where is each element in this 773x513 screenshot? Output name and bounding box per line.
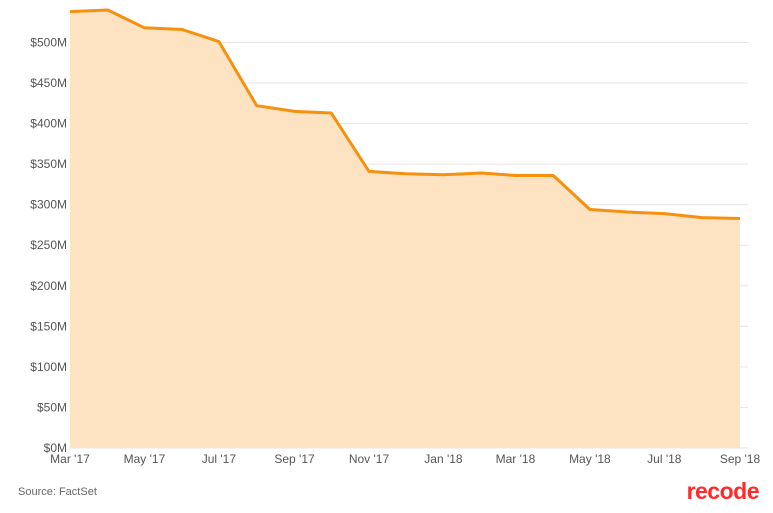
area-fill [70,10,740,448]
y-tick-label: $350M [30,157,67,171]
y-tick-label: $100M [30,360,67,374]
x-tick-label: Jul '17 [202,452,237,466]
x-tick-label: Mar '17 [50,452,90,466]
x-tick-label: Mar '18 [496,452,536,466]
y-tick-label: $300M [30,198,67,212]
y-tick-label: $150M [30,319,67,333]
x-tick-label: Sep '18 [720,452,761,466]
brand-logo: recode [686,478,760,504]
y-tick-label: $450M [30,76,67,90]
x-tick-label: May '17 [124,452,166,466]
y-tick-label: $500M [30,35,67,49]
x-tick-label: May '18 [569,452,611,466]
y-tick-label: $250M [30,238,67,252]
y-tick-label: $50M [37,400,67,414]
x-tick-label: Sep '17 [274,452,315,466]
x-tick-label: Jan '18 [424,452,463,466]
x-axis-tick-labels: Mar '17 May '17 Jul '17 Sep '17 Nov '17 Jan '… [50,452,760,466]
series-line [69,8,741,220]
y-tick-label: $200M [30,279,67,293]
y-tick-label: $0M [44,441,67,455]
y-tick-label: $400M [30,117,67,131]
source-note: Source: FactSet [18,486,97,498]
x-tick-label: Jul '18 [647,452,682,466]
y-axis-tick-labels: $0M $50M $100M $150M $200M $250M $300M $350M $40… [30,35,67,455]
x-tick-label: Nov '17 [349,452,390,466]
